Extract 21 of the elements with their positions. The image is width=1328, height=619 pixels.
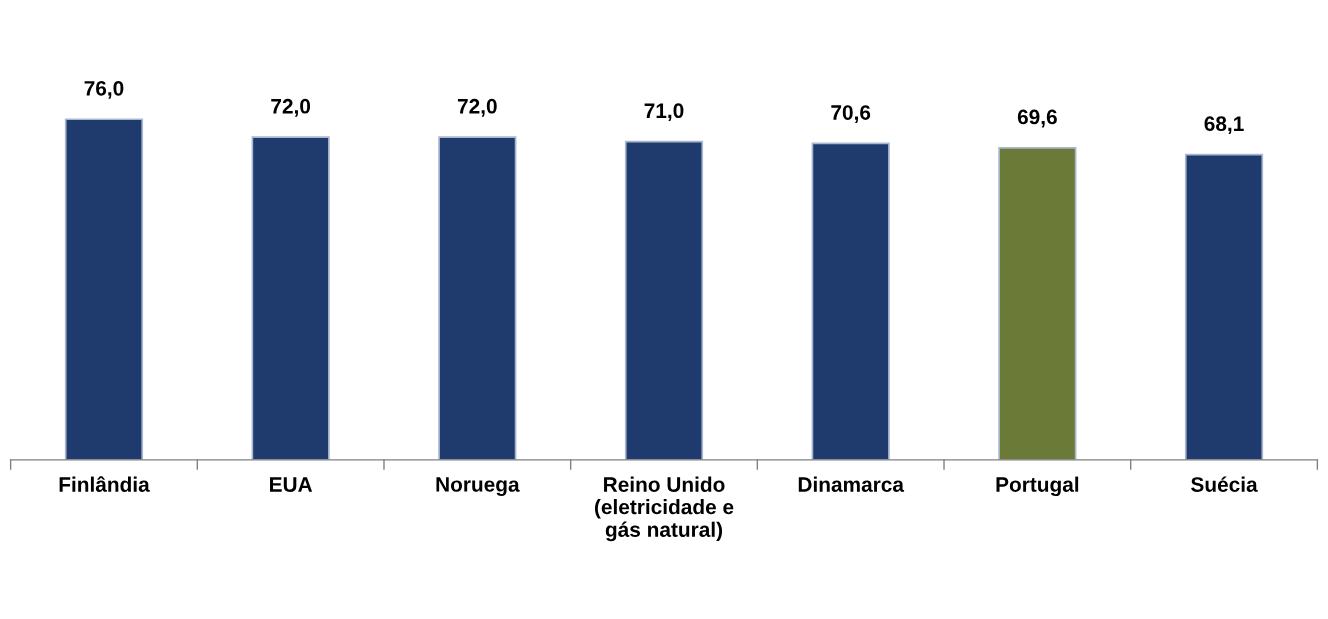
data-label: 76,0 bbox=[84, 80, 124, 99]
bar bbox=[998, 147, 1077, 460]
data-label: 68,1 bbox=[1204, 116, 1244, 135]
bar bbox=[251, 136, 330, 460]
bar bbox=[438, 136, 517, 460]
bar bbox=[64, 118, 144, 460]
bar bbox=[624, 140, 704, 460]
x-tick-label: Portugal bbox=[996, 476, 1079, 497]
data-label: 71,0 bbox=[644, 103, 684, 122]
bar bbox=[1184, 153, 1264, 460]
x-tick-label: EUA bbox=[270, 477, 313, 492]
data-label: 72,0 bbox=[271, 98, 311, 117]
data-label: 72,0 bbox=[457, 98, 497, 117]
x-tick-label: Dinamarca bbox=[798, 476, 905, 492]
x-tick-label: Reino Unido (eletricidade e gás natural) bbox=[594, 476, 734, 542]
bar bbox=[811, 142, 890, 460]
data-label: 69,6 bbox=[1017, 109, 1057, 128]
x-tick-label: Suécia bbox=[1191, 476, 1258, 492]
x-tick-label: Finlândia bbox=[59, 476, 150, 492]
data-label: 70,6 bbox=[831, 105, 871, 123]
x-tick-label: Noruega bbox=[436, 477, 520, 496]
